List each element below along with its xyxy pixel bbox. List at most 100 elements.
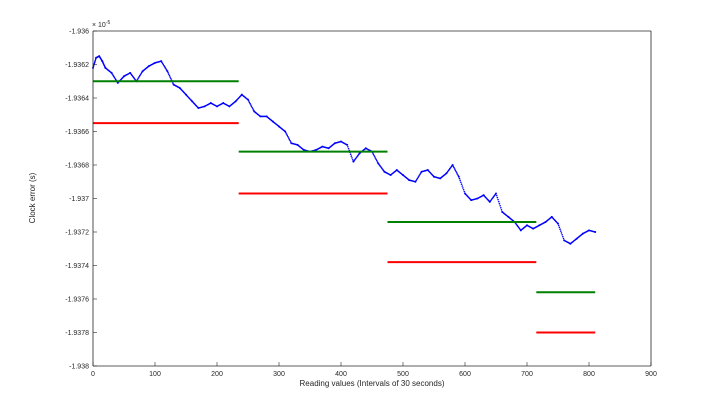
data-point-interp [454,169,457,172]
x-tick-label: 600 [459,371,471,378]
data-point [594,231,597,233]
data-point-interp [247,100,250,102]
data-point-interp [460,183,463,185]
data-point-interp [562,237,565,240]
data-point-interp [495,194,498,197]
data-point-interp [347,147,350,150]
data-point-interp [289,139,291,142]
data-point-interp [374,157,377,159]
data-point-interp [373,156,376,158]
data-point-interp [349,153,352,156]
data-point-interp [558,226,561,229]
data-point-interp [557,224,560,227]
data-point-interp [351,158,354,161]
y-tick-label: -1.9362 [65,62,89,69]
y-exponent-power: -5 [106,20,111,26]
data-point-interp [456,173,459,175]
data-point [247,98,249,101]
data-point [346,143,349,146]
x-axis-label: Reading values (Intervals of 30 seconds) [300,379,445,388]
y-exponent-label: × 10-5 [92,20,110,29]
data-point-interp [287,135,289,138]
y-tick-label: -1.9364 [65,96,89,103]
x-tick-label: 300 [273,371,285,378]
y-tick-label: -1.9368 [65,163,89,170]
data-point-interp [455,172,458,174]
y-tick-label: -1.9366 [65,129,89,136]
data-point-interp [376,159,378,162]
data-point-interp [350,155,353,157]
data-point-interp [250,105,253,107]
data-point-interp [498,202,501,205]
data-point [457,175,460,178]
data-point-interp [453,168,456,170]
data-point-interp [458,177,461,180]
data-point-interp [462,188,465,191]
data-point-interp [351,157,353,159]
data-point-interp [372,153,375,156]
data-point-interp [167,73,170,75]
data-point-interp [172,82,174,84]
data-point-interp [170,77,172,80]
data-point-interp [500,209,503,211]
x-tick-label: 700 [521,371,533,378]
y-tick-label: -1.9374 [65,263,89,270]
data-point-interp [459,179,461,182]
plot-area: 0 100 200 300 400 500 600 700 800 900 -1.938-1.93… [65,29,657,379]
data-point-interp [249,102,251,105]
x-tick-label: 500 [397,371,409,378]
data-point-interp [453,166,455,169]
data-point-interp [167,71,169,74]
y-ticks: -1.938 -1.9378 -1.9376 -1.9374 -1.9372 -1.937… [65,29,97,371]
data-point-interp [347,145,349,148]
data-point-interp [500,207,502,209]
y-tick-label: -1.9376 [65,297,89,304]
data-point-interp [462,187,464,189]
data-point-interp [561,233,563,236]
data-point-interp [285,132,287,134]
y-tick-label: -1.9372 [65,230,89,237]
data-point-interp [288,138,291,141]
data-point-interp [286,134,289,137]
data-point-interp [460,181,462,184]
data-point-interp [251,106,253,109]
y-tick-label: -1.938 [69,364,89,371]
data-point-interp [497,200,500,203]
data-point-interp [560,232,563,234]
data-point-interp [497,198,499,201]
data-point-interp [461,185,464,187]
plot-background [93,31,651,366]
data-point-interp [559,228,561,231]
data-point [557,222,559,225]
y-tick-label: -1.937 [69,196,89,203]
data-point-interp [169,76,171,78]
data-point-interp [285,133,288,135]
x-tick-label: 400 [335,371,347,378]
data-point-interp [248,101,251,104]
data-point-interp [463,190,466,193]
data-point [495,192,497,195]
data-point-interp [373,154,375,157]
x-tick-label: 900 [645,371,657,378]
x-tick-label: 800 [583,371,595,378]
data-point [451,164,454,166]
data-point-interp [375,158,377,161]
data-point [284,130,287,133]
data-point-interp [452,165,455,168]
y-tick-label: -1.9378 [65,330,89,337]
data-point-interp [455,170,457,173]
x-ticks: 0 100 200 300 400 500 600 700 800 900 [91,362,657,378]
x-tick-label: 100 [149,371,161,378]
y-tick-label: -1.936 [69,29,89,36]
y-axis-label: Clock error (s) [28,172,37,223]
data-point-interp [168,74,171,77]
data-point-interp [249,104,252,106]
series-layer [92,55,597,334]
data-point-interp [499,204,501,207]
data-point-interp [252,107,254,110]
data-point-interp [287,137,290,139]
data-point-interp [496,196,499,199]
x-tick-label: 200 [211,371,223,378]
data-point [166,70,169,73]
